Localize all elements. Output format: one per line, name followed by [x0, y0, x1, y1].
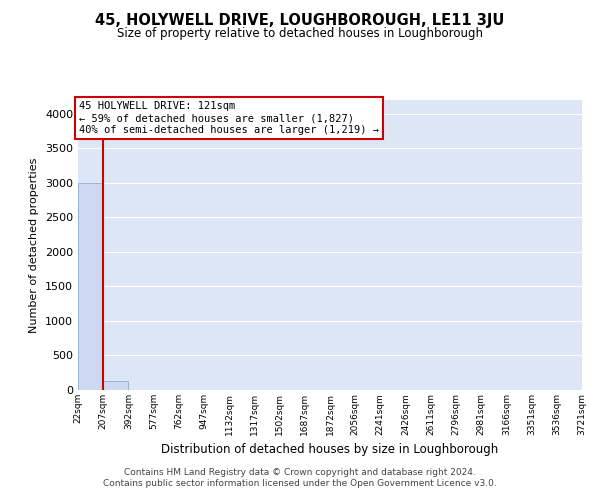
Text: Size of property relative to detached houses in Loughborough: Size of property relative to detached ho…	[117, 28, 483, 40]
X-axis label: Distribution of detached houses by size in Loughborough: Distribution of detached houses by size …	[161, 443, 499, 456]
Text: Contains HM Land Registry data © Crown copyright and database right 2024.
Contai: Contains HM Land Registry data © Crown c…	[103, 468, 497, 487]
Bar	[103, 381, 128, 390]
Text: 45 HOLYWELL DRIVE: 121sqm
← 59% of detached houses are smaller (1,827)
40% of se: 45 HOLYWELL DRIVE: 121sqm ← 59% of detac…	[79, 102, 379, 134]
Text: 45, HOLYWELL DRIVE, LOUGHBOROUGH, LE11 3JU: 45, HOLYWELL DRIVE, LOUGHBOROUGH, LE11 3…	[95, 12, 505, 28]
Bar	[78, 183, 103, 390]
Y-axis label: Number of detached properties: Number of detached properties	[29, 158, 40, 332]
